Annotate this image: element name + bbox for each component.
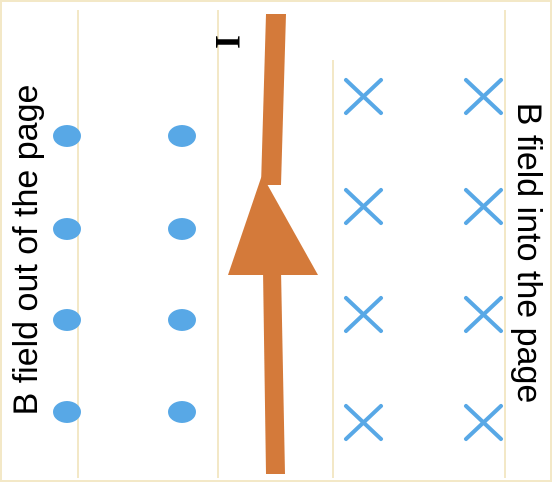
wire-lower bbox=[263, 270, 285, 474]
current-wire bbox=[228, 14, 318, 474]
cross-icon bbox=[344, 188, 383, 225]
cross-icon bbox=[464, 78, 503, 115]
field-out-markers bbox=[53, 125, 196, 423]
cross-icon bbox=[464, 404, 503, 441]
cross-icon bbox=[464, 296, 503, 333]
cross-icon bbox=[344, 404, 383, 441]
cross-icon bbox=[344, 296, 383, 333]
dot-icon bbox=[168, 401, 196, 423]
dot-icon bbox=[53, 125, 81, 147]
current-label: I bbox=[207, 35, 247, 49]
arrow-up-icon bbox=[228, 175, 318, 275]
cross-icon bbox=[344, 78, 383, 115]
dot-icon bbox=[53, 309, 81, 331]
field-out-label: B field out of the page bbox=[7, 85, 45, 416]
cross-icon bbox=[464, 188, 503, 225]
dot-icon bbox=[53, 218, 81, 240]
wire-upper bbox=[261, 14, 286, 185]
dot-icon bbox=[168, 125, 196, 147]
dot-icon bbox=[168, 309, 196, 331]
field-in-markers bbox=[344, 78, 503, 441]
dot-icon bbox=[53, 401, 81, 423]
field-in-label: B field into the page bbox=[510, 103, 548, 404]
dot-icon bbox=[168, 218, 196, 240]
